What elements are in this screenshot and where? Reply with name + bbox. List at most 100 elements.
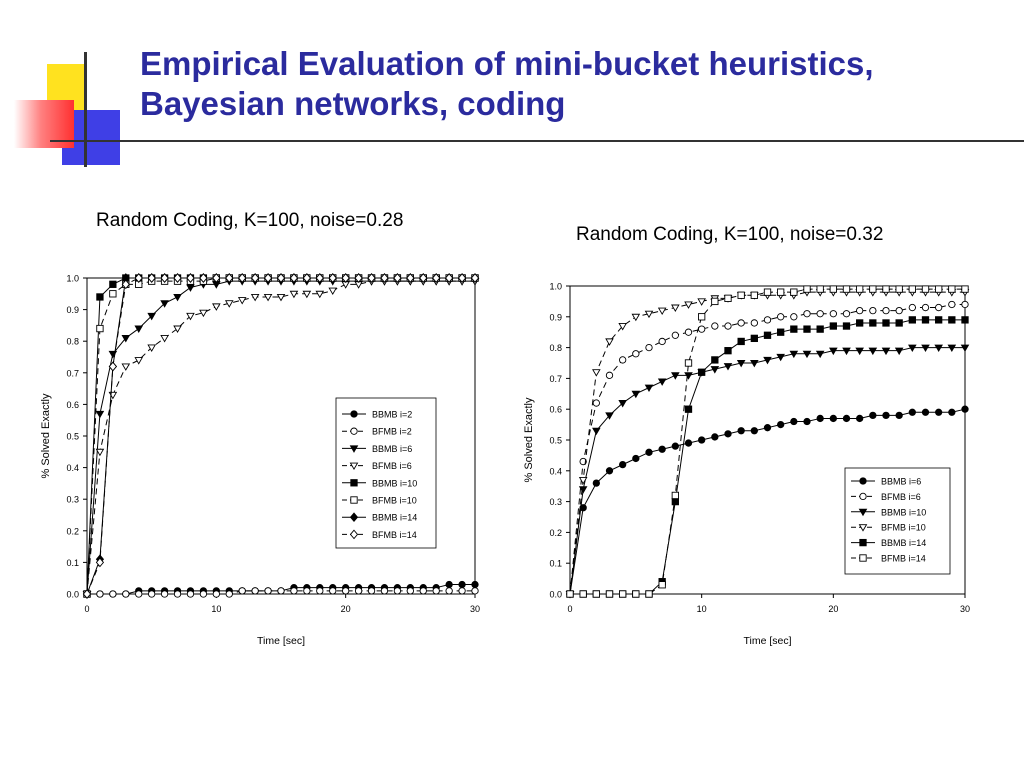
left-chart-series-bfmb-i-14-point [186,273,195,283]
left-chart-series-bfmb-i-6-point [121,363,131,371]
right-chart-series-bfmb-i-10-point [684,301,693,309]
left-chart-legend-entry-bfmb-i-10: BFMB i=10 [342,496,417,506]
right-chart-series-bbmb-i-10-point [592,427,601,436]
left-chart-series-bfmb-i-2-point [419,587,427,595]
left-chart-series-bfmb-i-14-point [302,273,311,283]
right-chart-x-tick-label: 0 [567,604,572,614]
left-chart-legend-entry-bbmb-i-2-label: BBMB i=2 [372,410,412,420]
right-chart-series-bbmb-i-10-point [789,350,799,359]
right-chart-series-bbmb-i-6-point [816,414,824,423]
left-chart-series-bfmb-i-6-point [263,293,273,302]
left-chart-series-bfmb-i-14-point [341,273,350,283]
right-chart-x-tick-label: 30 [960,604,970,614]
right-chart-series-bfmb-i-6-point [829,310,837,318]
left-chart-title: Random Coding, K=100, noise=0.28 [96,210,404,231]
left-chart-series-bfmb-i-6-point [160,335,169,343]
left-chart-series-bfmb-i-2-point [186,590,195,598]
left-chart-series-bfmb-i-6-point [147,344,156,352]
left-chart-series-bfmb-i-14-point [147,273,156,283]
left-chart-series-bfmb-i-6-point [237,297,247,305]
left-chart-series-bfmb-i-2-point [445,587,453,595]
left-chart-series-bfmb-i-2-point [471,587,479,595]
left-chart-series-bfmb-i-6-point [212,303,221,311]
right-chart-series-bfmb-i-14-point [566,590,574,598]
left-chart-series-bfmb-i-2-point [432,587,440,595]
left-chart-series-bfmb-i-6-point [134,357,144,365]
right-chart-series-bbmb-i-6-point [948,408,956,416]
right-chart-series-bfmb-i-14-point [724,294,732,302]
left-chart-series-bfmb-i-14-point [393,273,402,283]
right-chart-series-bfmb-i-14-point [803,285,811,293]
left-chart-legend [335,397,437,549]
right-chart-series-bbmb-i-6-point [803,417,811,426]
right-chart-series-bbmb-i-14-point [829,322,837,330]
right-chart-series-bbmb-i-6-point [579,504,587,512]
right-chart-series-bfmb-i-6-point [882,306,890,315]
left-chart-series-bfmb-i-2-point [380,587,389,595]
left-chart-series-bfmb-i-2-point [122,590,130,598]
right-chart-series-bbmb-i-14-point [684,405,693,413]
right-chart-series-bfmb-i-6-point [711,322,719,330]
left-chart-series-bfmb-i-2-point [367,587,376,595]
left-chart-series-bfmb-i-14-point [82,589,92,599]
right-chart-series-bbmb-i-6-point [856,414,864,423]
left-chart-legend-entry-bbmb-i-6-marker [349,445,359,453]
right-chart-series-bbmb-i-10-point [855,347,864,356]
right-chart-series-bfmb-i-14-point [856,285,864,293]
left-chart-series-bfmb-i-14-point [328,273,337,283]
right-chart-series-bbmb-i-10-point [776,353,785,362]
right-chart-legend-entry-bbmb-i-14-label: BBMB i=14 [881,538,926,548]
left-chart-series-bfmb-i-14-point [470,273,480,283]
right-chart-series-bbmb-i-6-point [790,417,798,426]
left-chart-legend-entry-bfmb-i-10-label: BFMB i=10 [372,496,417,506]
right-chart-series-bfmb-i-14-point [711,297,719,306]
left-chart-y-axis-label: % Solved Exactly [40,393,52,478]
right-chart-series-bbmb-i-10-point [723,363,733,371]
right-chart-series-bfmb-i-6-point [869,306,877,315]
right-chart-series-bfmb-i-6-point [895,306,903,315]
right-chart-series-bfmb-i-14-point [777,288,785,296]
left-chart-x-axis-label: Time [sec] [257,635,305,647]
right-chart-series-bbmb-i-6-point [750,427,758,435]
right-chart-series-bbmb-i-10-point [671,372,680,380]
left-chart-series-bfmb-i-2-point [329,587,337,595]
right-chart-series-bbmb-i-10-point [908,344,917,353]
right-chart-y-tick-label: 1.0 [549,282,562,292]
right-chart-series-bfmb-i-14-point [829,285,837,293]
right-chart-series-bbmb-i-6-point [698,436,706,444]
right-chart-series-bbmb-i-10-point [894,347,904,356]
right-chart-series-bbmb-i-14-point [671,497,679,506]
left-chart-series-bfmb-i-14-point [432,273,441,283]
right-chart-series-bfmb-i-14-point [816,285,824,293]
left-chart-series-bfmb-i-14-point [457,273,467,283]
left-chart-series-bbmb-i-6-point [147,312,156,321]
left-chart-y-tick-label: 0.4 [66,463,79,473]
left-chart-series-bfmb-i-6-point [302,290,312,299]
right-chart-series-bfmb-i-14-point [632,590,640,598]
right-chart-series-bbmb-i-6-point [684,439,693,447]
left-chart-series-bfmb-i-2-point [342,587,350,595]
right-chart-series-bbmb-i-14-point [856,319,864,327]
right-chart-series-bfmb-i-10-point [644,310,654,319]
left-chart-series-bfmb-i-2 [83,587,479,598]
right-chart-x-tick-label: 10 [697,604,707,614]
right-chart-legend-entry-bbmb-i-6-label: BBMB i=6 [881,477,921,487]
right-chart-series-bbmb-i-10-point [934,344,943,353]
right-chart-series-bbmb-i-6-point [592,479,600,487]
left-chart-x-tick-label: 10 [211,604,221,614]
right-chart-series-bbmb-i-10-point [763,356,772,365]
right-chart-series-bbmb-i-6-point [908,408,916,416]
right-chart-y-tick-label: 0.1 [549,559,562,569]
right-chart-series-bbmb-i-14-point [737,337,745,346]
left-chart-series-bfmb-i-14-point [276,273,286,283]
left-chart-series-bfmb-i-2-point [406,587,414,595]
right-chart-series-bbmb-i-6-point [895,411,903,420]
left-chart-legend-entry-bfmb-i-6-marker [349,462,359,471]
right-chart-series-bbmb-i-10-point [829,347,838,356]
left-chart-series-bfmb-i-6-point [315,290,325,299]
left-chart-series-bfmb-i-2-point [173,590,182,598]
right-chart-series-bfmb-i-6-point [645,343,653,352]
left-chart-legend-entry-bfmb-i-2-marker [350,427,358,435]
left-chart-series-bfmb-i-14-point [289,273,299,283]
